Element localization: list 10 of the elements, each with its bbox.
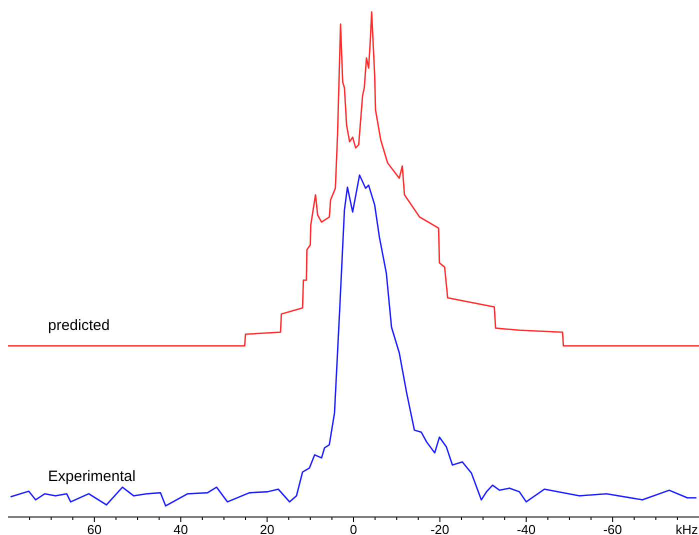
x-tick-label: 40: [174, 522, 188, 535]
x-tick-label: -40: [516, 522, 536, 535]
x-tick-label: 60: [87, 522, 102, 535]
x-tick-label: -20: [430, 522, 450, 535]
x-tick-label: 20: [260, 522, 274, 535]
x-axis-title: kHz: [676, 522, 698, 535]
x-tick-label: -60: [603, 522, 622, 535]
series-label: predicted: [48, 316, 110, 334]
x-tick-label: 0: [350, 522, 358, 535]
series-label: Experimental: [48, 468, 136, 485]
